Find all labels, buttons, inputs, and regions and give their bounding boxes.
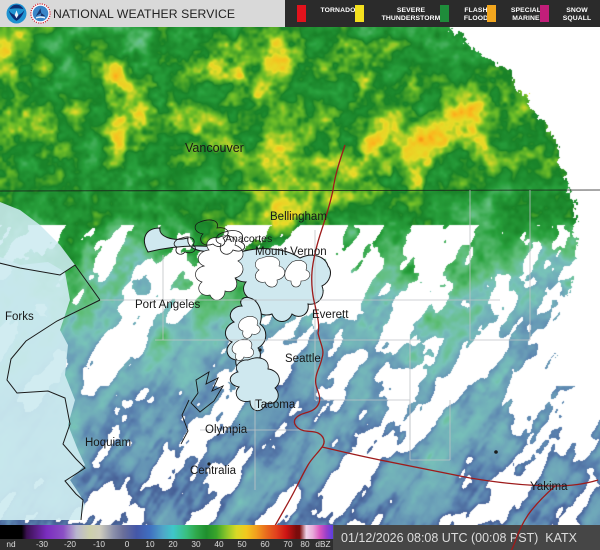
svg-text:Anacortes: Anacortes (225, 233, 272, 245)
svg-text:Mount Vernon: Mount Vernon (255, 246, 327, 258)
svg-text:Centralia: Centralia (190, 465, 237, 477)
svg-text:Everett: Everett (312, 309, 349, 321)
svg-text:Forks: Forks (5, 311, 34, 323)
svg-text:Vancouver: Vancouver (185, 141, 244, 155)
svg-text:Olympia: Olympia (205, 424, 248, 436)
svg-text:Port Angeles: Port Angeles (135, 299, 200, 311)
svg-text:Tacoma: Tacoma (255, 399, 296, 411)
svg-text:Yakima: Yakima (530, 481, 568, 493)
svg-text:Hoquiam: Hoquiam (85, 437, 131, 449)
svg-text:Seattle: Seattle (285, 353, 321, 365)
svg-text:Bellingham: Bellingham (270, 211, 327, 223)
